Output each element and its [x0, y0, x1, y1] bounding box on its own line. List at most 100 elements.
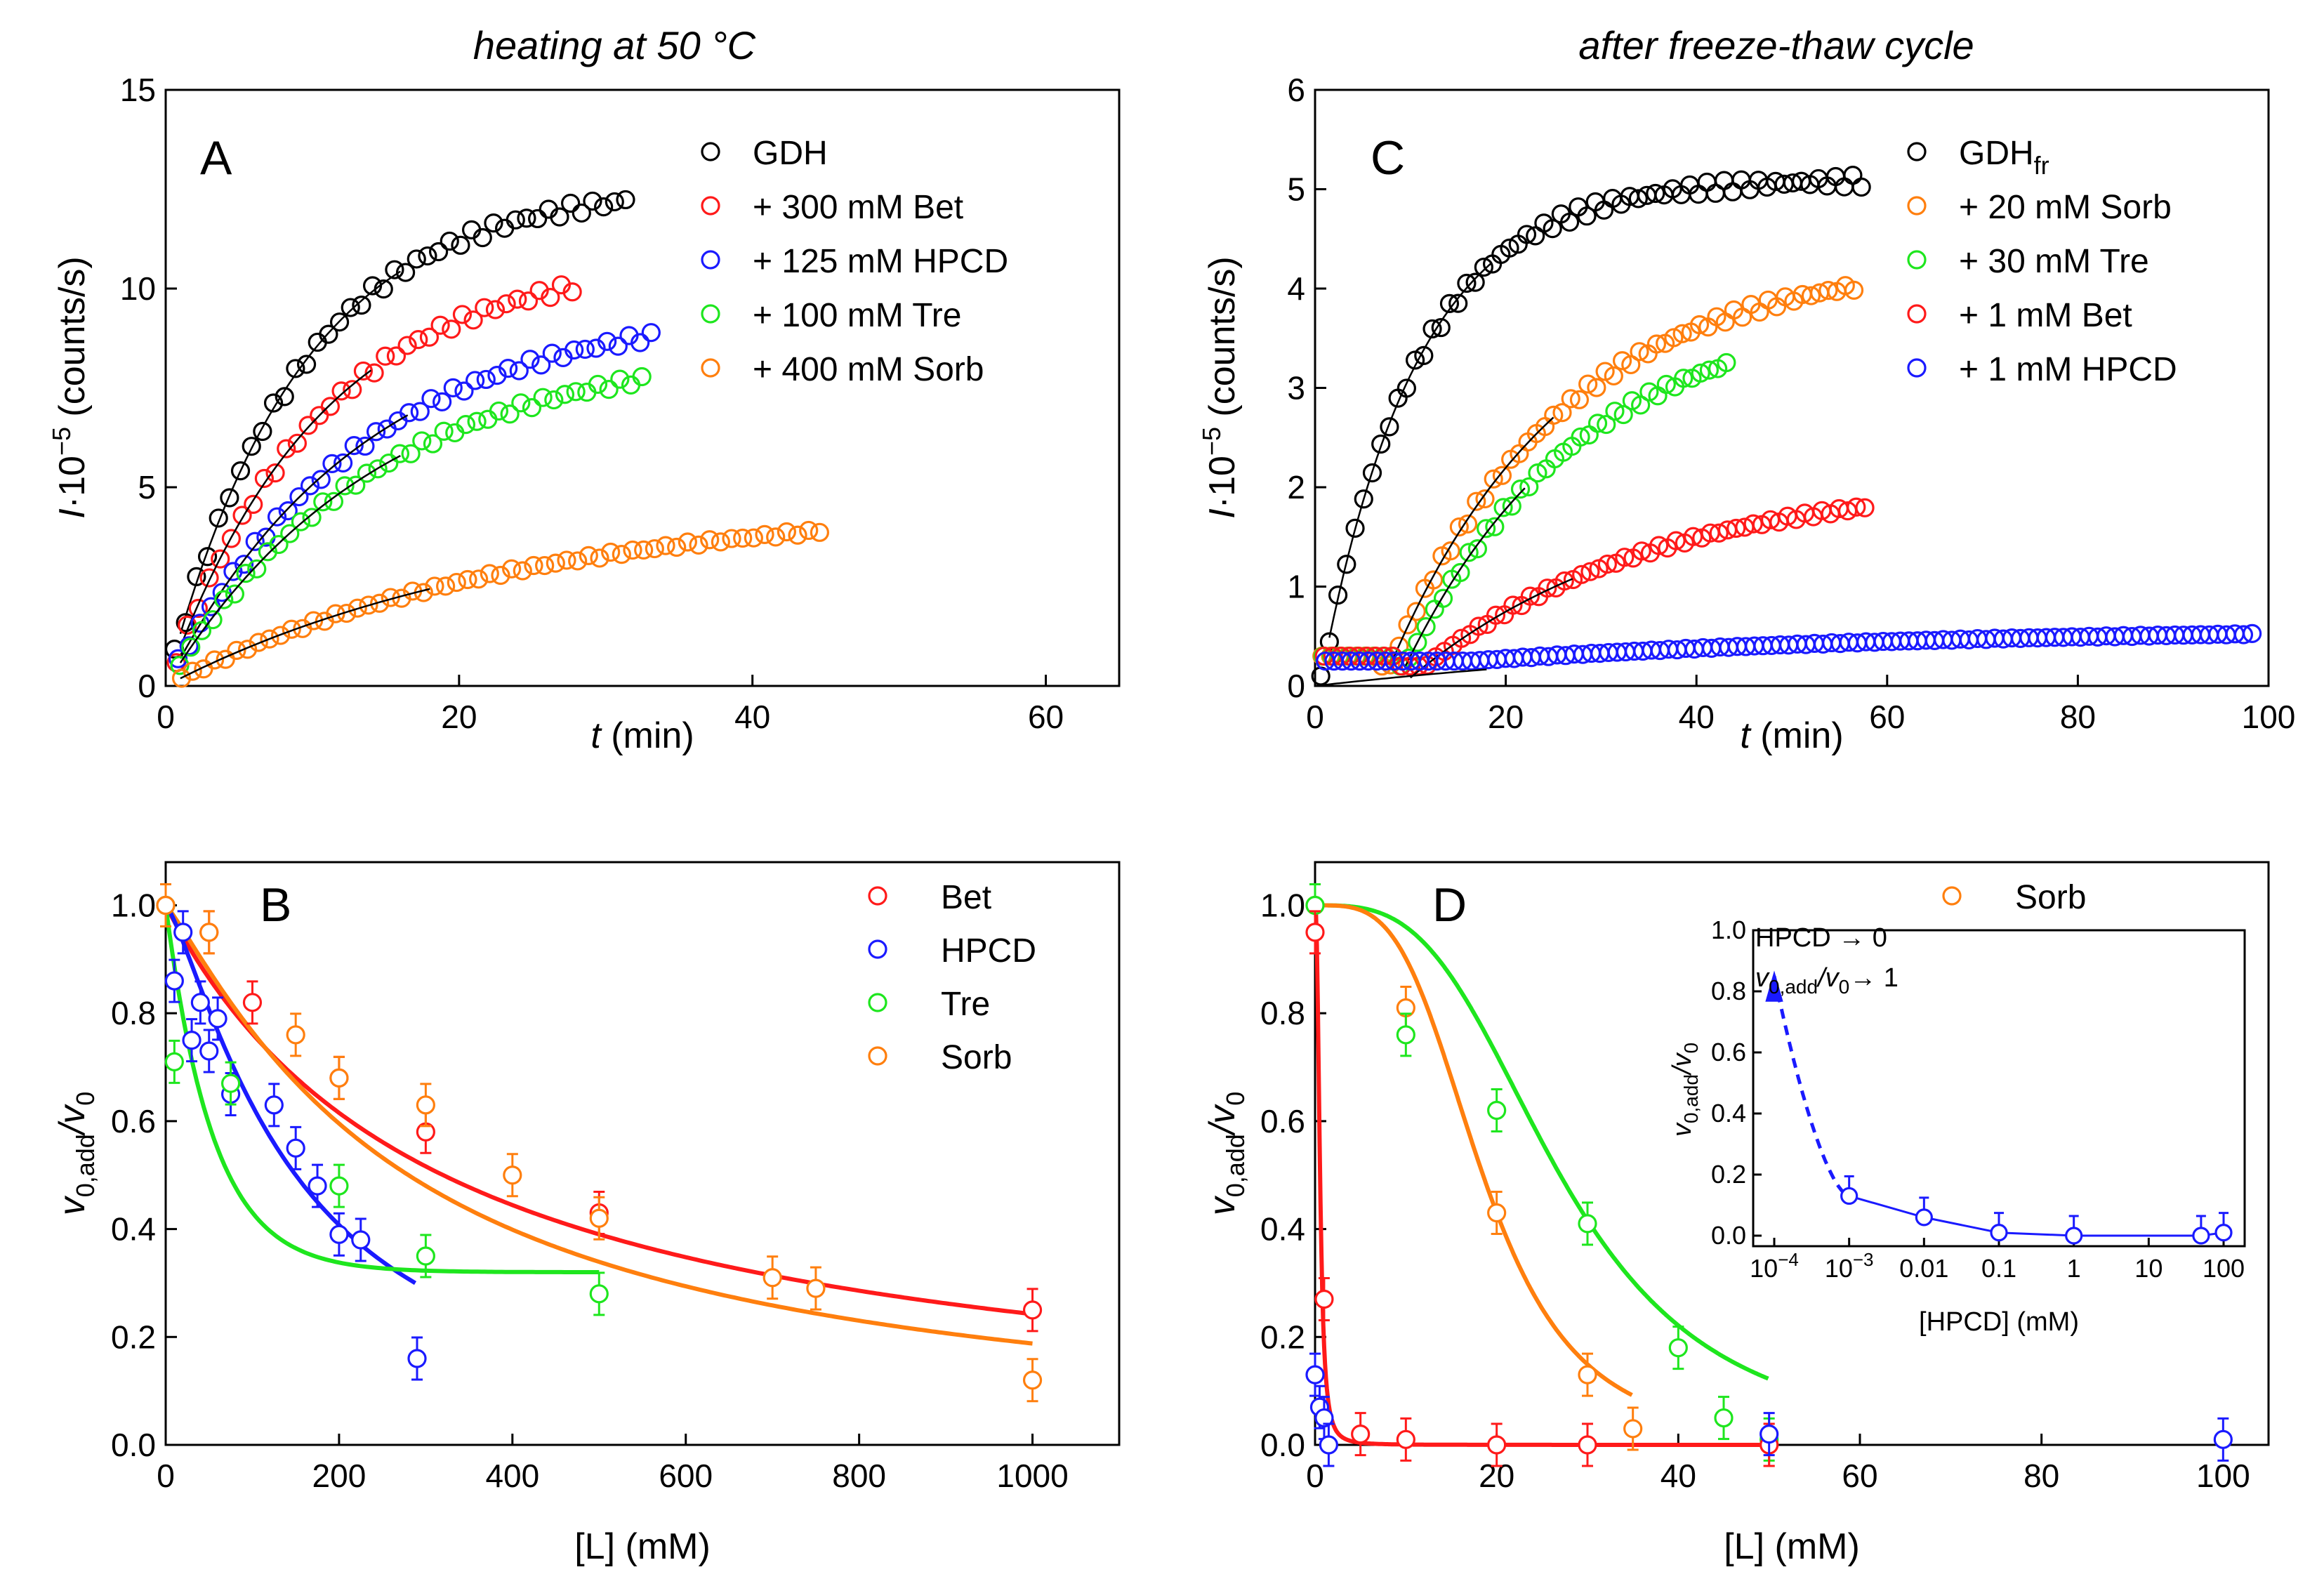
data-point	[1458, 514, 1478, 534]
data-point	[286, 359, 305, 378]
inset-x-tick-exp: −3	[1853, 1249, 1874, 1270]
fit-line	[179, 414, 409, 659]
data-point	[416, 1095, 435, 1115]
data-point	[518, 291, 539, 311]
panel-b-ylabel: v0,add/v0	[52, 1092, 100, 1216]
data-point	[400, 403, 419, 423]
data-point	[1351, 1425, 1371, 1444]
data-point	[1451, 628, 1472, 648]
inset-data	[1765, 970, 2233, 1245]
fit-line	[1324, 668, 1487, 686]
inset-arrow	[1765, 970, 1783, 1002]
panel-b-frame	[164, 861, 1121, 1446]
inset-ticks: 10−4 10−3 0.01 0.1 1 10 1000.00.20.40.60.81.0	[1711, 916, 2245, 1283]
data-point	[300, 476, 320, 496]
data-point	[164, 971, 184, 991]
y-tick-label: 0.2	[1260, 1319, 1305, 1355]
x-tick-label: 40	[734, 699, 770, 735]
legend-marker	[1907, 196, 1927, 216]
panel-c-ylabel: I·10−5 (counts/s)	[1197, 256, 1243, 518]
data-point	[1631, 395, 1651, 415]
data-point	[320, 397, 341, 416]
panel-d-ylabel: v0,add/v0	[1202, 1092, 1250, 1216]
data-point	[397, 336, 417, 355]
legend-marker	[701, 196, 720, 216]
data-point	[762, 1268, 782, 1288]
x-tick-label: 100	[2196, 1458, 2250, 1494]
data-point	[1519, 477, 1539, 497]
data-point	[1578, 1435, 1597, 1455]
data-point	[524, 555, 543, 576]
fit-curve	[1315, 903, 1769, 1381]
panel-a-xlabel-var: t	[590, 715, 602, 756]
data-point	[278, 501, 298, 521]
data-point	[230, 461, 251, 481]
data-point	[245, 531, 265, 551]
data-point	[1630, 342, 1649, 362]
data-point	[1561, 389, 1580, 409]
panel-c-ticks: 0 20 40 60 80 100 0 1 2 3 4 5 6	[1287, 72, 2295, 735]
data-point	[1577, 206, 1597, 226]
panel-b-ylabel-v: v	[52, 1195, 93, 1215]
panel-a-ylabel-unit: (counts/s)	[52, 256, 93, 427]
y-tick-label: 0	[1287, 668, 1305, 704]
data-point	[386, 346, 407, 366]
x-tick-label: 40	[1679, 699, 1715, 735]
data-point	[1666, 531, 1686, 550]
data-point	[1691, 363, 1710, 383]
x-tick-label: 40	[1661, 1458, 1696, 1494]
inset-ylabel-sub2: 0	[1680, 1043, 1702, 1054]
data-point	[1467, 491, 1486, 511]
data-point	[480, 564, 499, 583]
data-point	[572, 203, 591, 223]
panel-a-ylabel-mid: ·10	[52, 456, 93, 508]
inset-x-tick-base: 1	[2067, 1254, 2081, 1283]
data-point	[418, 246, 437, 266]
data-point	[608, 336, 628, 356]
data-point	[645, 538, 664, 559]
data-point	[1632, 541, 1651, 561]
data-point	[409, 330, 428, 350]
x-tick-label: 60	[1842, 1458, 1877, 1494]
data-point	[579, 546, 598, 565]
x-tick-label: 80	[2023, 1458, 2059, 1494]
fit-curve	[1315, 903, 1633, 1397]
inset-data-point	[1915, 1208, 1933, 1227]
inset-x-tick-base: 10	[1825, 1254, 1853, 1283]
data-point	[1697, 172, 1717, 192]
x-tick-label: 100	[2242, 699, 2296, 735]
x-tick-label: 0	[157, 699, 175, 735]
data-point	[1639, 382, 1659, 402]
data-point	[322, 454, 342, 474]
panel-b: B 0 200 400 600 800 1000 0.0 0.2 0.4 0.6 0.8 1.0 Be…	[52, 861, 1121, 1567]
legend-marker	[701, 250, 720, 270]
legend-label: + 1 mM Bet	[1959, 297, 2132, 334]
data-point	[197, 547, 218, 567]
legend-marker	[701, 358, 720, 378]
data-point	[678, 532, 697, 552]
panel-a-ticks: 0 20 40 60 0 5 10 15	[120, 72, 1064, 735]
data-point	[467, 411, 487, 431]
data-point	[605, 192, 624, 212]
data-point	[484, 213, 503, 233]
x-tick-label: 80	[2060, 699, 2096, 735]
y-tick-label: 6	[1287, 72, 1305, 108]
data-point	[610, 369, 630, 389]
data-point	[565, 340, 584, 360]
fit-line	[179, 454, 401, 663]
data-point	[287, 433, 308, 453]
data-point	[1733, 308, 1752, 327]
title-right: after freeze-thaw cycle	[1578, 23, 1974, 67]
data-point	[499, 359, 518, 378]
data-point	[267, 507, 287, 527]
panel-d-letter: D	[1432, 878, 1467, 932]
y-tick-label: 0	[138, 668, 156, 704]
panel-d-xlabel: [L] (mM)	[1724, 1526, 1860, 1567]
data-point	[311, 470, 331, 489]
data-point	[395, 263, 416, 282]
y-tick-label: 5	[138, 469, 156, 505]
data-point	[589, 1284, 609, 1304]
legend-label-text: + 30 mM Tre	[1959, 243, 2149, 280]
panel-d-ylabel-v: v	[1202, 1195, 1243, 1215]
